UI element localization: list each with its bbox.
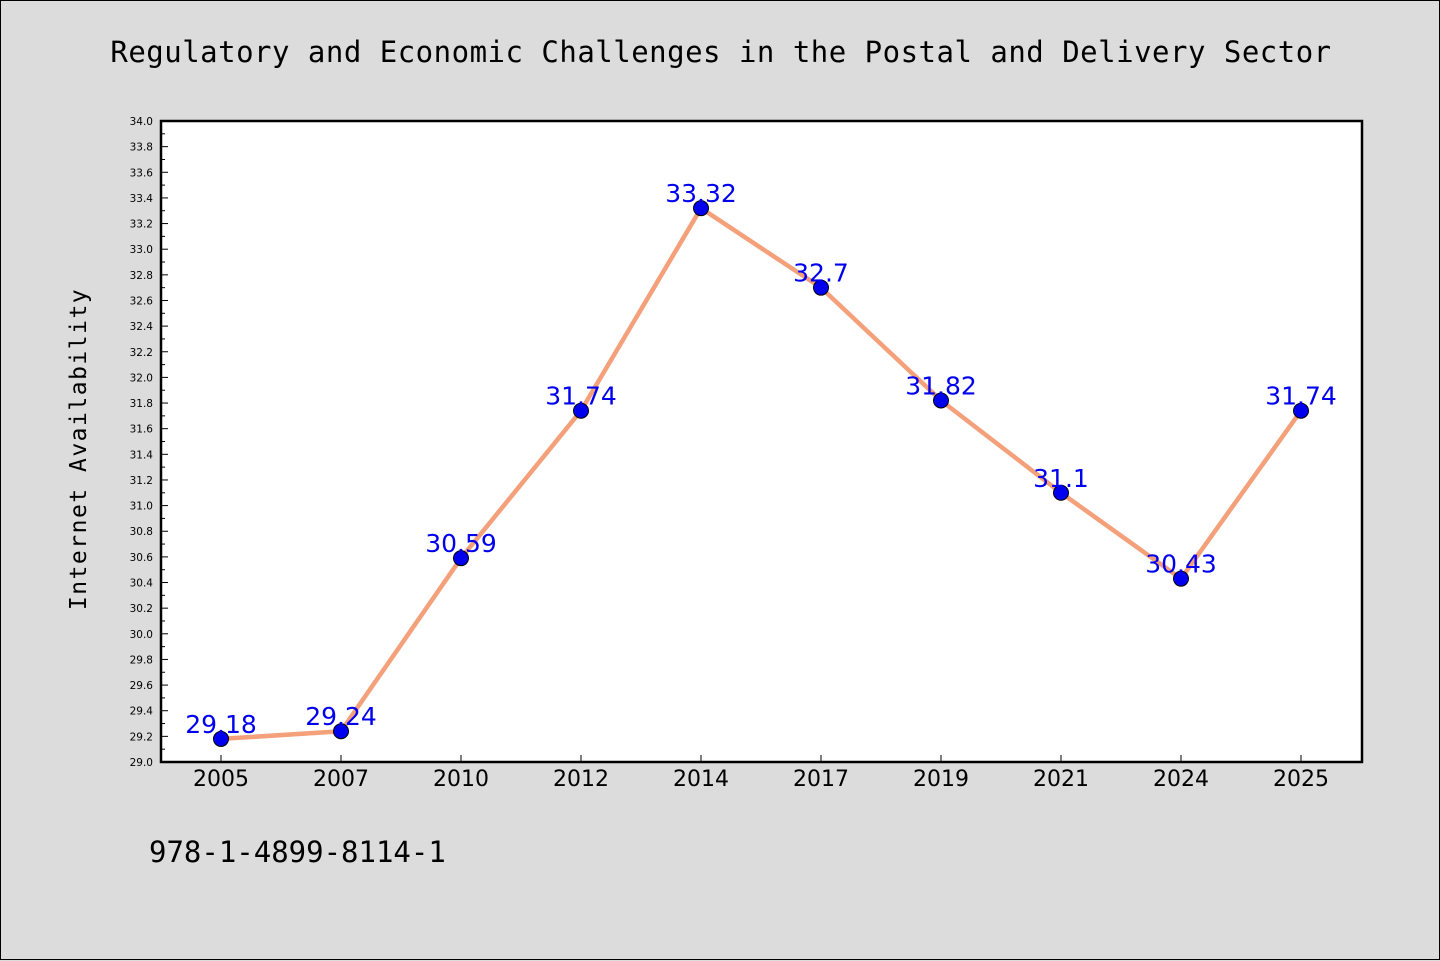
y-tick-label: 29.2 [130, 731, 153, 743]
y-tick-label: 31.2 [130, 475, 153, 487]
data-label: 31.1 [1033, 464, 1089, 493]
data-point [333, 723, 349, 740]
data-label: 29.24 [305, 702, 377, 731]
series-line [218, 205, 1304, 742]
y-tick-label: 32.4 [130, 321, 154, 333]
y-tick-label: 29.8 [130, 654, 153, 666]
data-point [213, 730, 229, 747]
x-axis: 2005 2007 2010 2012 2014 2017 2019 2021 2024 2025 [193, 755, 1329, 792]
data-label: 30.43 [1145, 550, 1217, 579]
y-tick-label: 33.4 [130, 193, 154, 205]
x-tick-label: 2014 [673, 767, 729, 792]
x-tick-label: 2007 [313, 767, 369, 792]
y-tick-label: 30.4 [130, 578, 154, 590]
y-tick-label: 29.0 [130, 757, 153, 769]
data-point [933, 392, 949, 409]
data-label: 32.7 [793, 259, 849, 288]
footer-id: 978-1-4899-8114-1 [149, 835, 446, 869]
y-tick-label: 32.0 [130, 372, 153, 384]
y-tick-label: 30.2 [130, 603, 153, 615]
y-tick-label: 34.0 [130, 116, 153, 128]
x-tick-label: 2010 [433, 767, 489, 792]
data-point [813, 279, 829, 296]
x-tick-label: 2021 [1033, 767, 1089, 792]
x-tick-label: 2019 [913, 767, 969, 792]
y-axis-label: Internet Availability [66, 288, 92, 610]
chart-title: Regulatory and Economic Challenges in th… [110, 35, 1332, 69]
data-label: 31.74 [1265, 382, 1337, 411]
y-tick-label: 33.6 [130, 167, 154, 179]
y-tick-label: 32.6 [130, 295, 154, 307]
y-tick-label: 30.8 [130, 526, 153, 538]
series-group: 29.18 29.24 30.59 31.74 33.32 32.7 31.82 31.1 30… [185, 179, 1337, 747]
y-tick-label: 31.6 [130, 424, 154, 436]
data-point [1173, 570, 1189, 587]
y-tick-label: 30.0 [130, 629, 153, 641]
x-tick-label: 2024 [1153, 767, 1209, 792]
y-tick-label: 33.0 [130, 244, 153, 256]
x-tick-label: 2017 [793, 767, 849, 792]
data-label: 30.59 [425, 529, 497, 558]
y-tick-label: 32.8 [130, 270, 153, 282]
y-tick-label: 33.2 [130, 219, 153, 231]
data-point [453, 550, 469, 567]
y-tick-label: 33.8 [130, 142, 153, 154]
data-point [693, 200, 709, 217]
y-tick-label: 29.4 [130, 706, 154, 718]
data-label: 31.74 [545, 382, 617, 411]
x-tick-label: 2012 [553, 767, 609, 792]
x-tick-label: 2005 [193, 767, 249, 792]
plot-area [159, 119, 1364, 764]
y-axis: 29.0 29.2 29.4 29.6 29.8 30.0 30.2 30.4 30.6 30.8… [130, 116, 168, 769]
y-tick-label: 31.4 [130, 449, 154, 461]
y-tick-label: 30.6 [130, 552, 154, 564]
data-label: 31.82 [905, 371, 977, 400]
data-point [1293, 402, 1309, 419]
y-tick-label: 29.6 [130, 680, 154, 692]
y-tick-label: 31.0 [130, 501, 153, 513]
data-label: 29.18 [185, 710, 257, 739]
data-point [1053, 484, 1069, 501]
data-point [573, 402, 589, 419]
x-tick-label: 2025 [1273, 767, 1329, 792]
data-label: 33.32 [665, 179, 737, 208]
y-tick-label: 32.2 [130, 347, 153, 359]
y-tick-label: 31.8 [130, 398, 153, 410]
